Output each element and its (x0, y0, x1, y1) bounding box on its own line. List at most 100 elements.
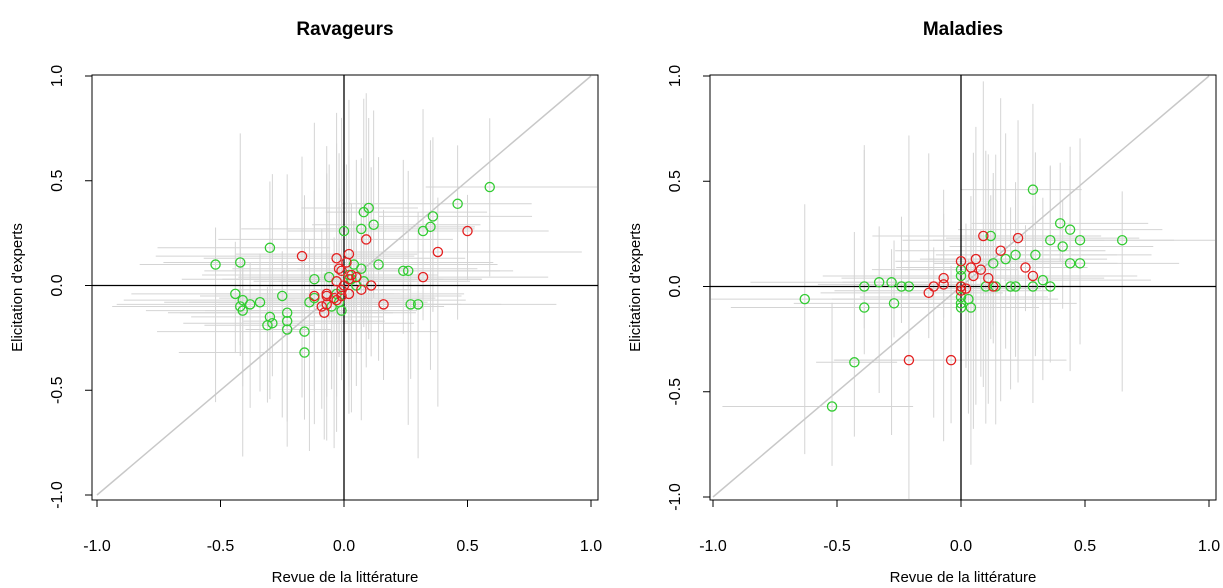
y-axis: -1.0 -0.5 0.0 0.5 1.0 (49, 65, 92, 509)
data-point (896, 281, 907, 292)
y-tick-label: -0.5 (49, 376, 66, 404)
y-axis-label: Elicitation d'experts (627, 223, 644, 352)
data-point (336, 265, 347, 277)
data-point (360, 234, 372, 245)
data-point (1116, 234, 1128, 246)
data-point (1045, 281, 1056, 292)
data-point (417, 225, 429, 237)
data-point (398, 265, 409, 277)
y-tick-label: -0.5 (667, 378, 684, 406)
data-point (299, 326, 310, 337)
data-point (281, 324, 293, 335)
panel-maladies: -1.0 -0.5 0.0 0.5 1.0 Revue de la littérature… (627, 19, 1220, 586)
data-point (799, 293, 811, 305)
plot-frame (91, 74, 599, 501)
series-green (210, 181, 495, 358)
data-point (1064, 224, 1076, 235)
x-tick-label: 1.0 (580, 538, 602, 555)
data-point (331, 253, 342, 264)
x-tick-label: -0.5 (207, 538, 235, 555)
series-red (296, 225, 473, 318)
x-axis: -1.0 -0.5 0.0 0.5 1.0 (699, 500, 1220, 555)
data-point (351, 271, 362, 283)
data-point (1054, 218, 1066, 229)
data-point (318, 307, 330, 318)
data-point (955, 255, 967, 267)
data-point (1020, 262, 1031, 273)
data-point (276, 290, 288, 302)
data-point (358, 206, 370, 218)
data-point (316, 301, 328, 312)
chart-title: Ravageurs (296, 19, 393, 40)
data-point (1010, 249, 1021, 261)
data-point (1074, 234, 1086, 246)
chart-title: Maladies (923, 19, 1003, 40)
data-point (338, 225, 350, 237)
data-point (1045, 234, 1056, 246)
data-point (1027, 270, 1039, 282)
x-axis-label: Revue de la littérature (272, 569, 419, 586)
data-point (309, 290, 320, 302)
data-point (402, 265, 414, 277)
data-point (484, 181, 495, 193)
series-green (799, 184, 1128, 412)
x-tick-label: -1.0 (699, 538, 727, 555)
data-point (945, 354, 957, 366)
x-tick-label: -0.5 (823, 538, 851, 555)
data-point (903, 281, 915, 292)
data-point (1005, 281, 1016, 292)
y-tick-label: -1.0 (49, 481, 66, 509)
data-point (210, 259, 221, 270)
data-point (965, 302, 977, 313)
data-point (336, 305, 347, 316)
data-point (1000, 253, 1011, 265)
data-point (938, 272, 949, 284)
x-axis: -1.0 -0.5 0.0 0.5 1.0 (83, 500, 602, 555)
data-point (462, 225, 473, 237)
data-point (412, 299, 424, 310)
data-point (968, 270, 979, 282)
plot-frame (709, 74, 1217, 501)
data-point (985, 230, 997, 242)
data-point (299, 347, 310, 358)
data-point (960, 283, 972, 294)
panel-ravageurs: -1.0 -0.5 0.0 0.5 1.0 Revue de la littérature… (9, 19, 602, 586)
data-point (432, 246, 444, 258)
data-point (331, 294, 342, 306)
data-point (427, 211, 439, 222)
data-point (987, 281, 999, 292)
y-tick-label: 0.0 (667, 275, 684, 297)
data-point (888, 298, 900, 309)
data-point (348, 259, 360, 270)
data-point (264, 242, 276, 254)
x-tick-label: 0.0 (950, 538, 972, 555)
data-point (1064, 258, 1076, 269)
data-point (975, 264, 987, 275)
data-point (368, 219, 379, 230)
y-tick-label: 1.0 (667, 65, 684, 87)
x-tick-label: 1.0 (1198, 538, 1220, 555)
data-point (452, 198, 463, 210)
data-point (343, 288, 355, 300)
y-tick-label: 0.0 (49, 274, 66, 296)
data-point (230, 288, 241, 300)
series-red (903, 230, 1039, 366)
x-tick-label: 0.5 (1074, 538, 1096, 555)
data-point (955, 302, 967, 313)
data-point (356, 284, 367, 295)
data-point (873, 277, 885, 288)
y-axis: -1.0 -0.5 0.0 0.5 1.0 (667, 65, 710, 511)
data-point (321, 290, 332, 302)
data-point (235, 257, 246, 268)
y-tick-label: 0.5 (667, 170, 684, 192)
data-point (341, 257, 352, 268)
data-point (281, 315, 293, 327)
data-point (1027, 184, 1039, 195)
data-point (978, 230, 989, 242)
data-point (1027, 281, 1039, 292)
data-point (333, 263, 345, 274)
data-point (281, 307, 293, 318)
data-point (849, 357, 860, 368)
x-axis-label: Revue de la littérature (890, 569, 1037, 586)
